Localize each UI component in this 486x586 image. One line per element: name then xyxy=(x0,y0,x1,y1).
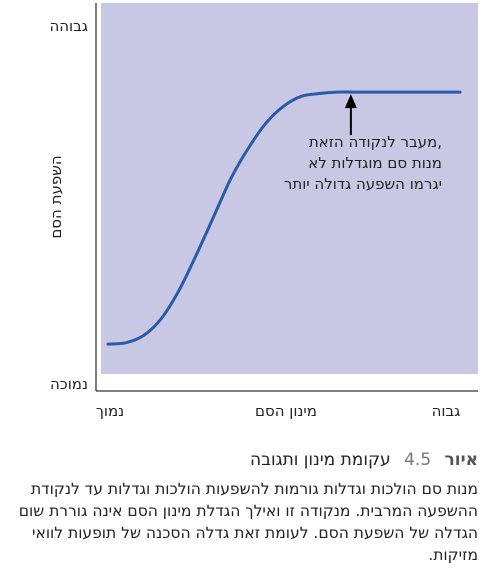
y-tick-label-low: נמוכה xyxy=(50,375,88,393)
figure-caption-text: מנות סם הולכות וגדלות גורמות להשפעות הול… xyxy=(18,480,478,564)
figure-caption-heading: איור 4.5 עקומת מינון ותגובה xyxy=(250,450,478,470)
dose-response-chart: גבוהה נמוכה השפעת הסם נמוך מינון הסם גבו… xyxy=(47,3,478,420)
figure-title: עקומת מינון ותגובה xyxy=(250,450,391,470)
figure-number: 4.5 xyxy=(404,450,432,470)
series-line-0 xyxy=(106,90,462,346)
x-tick-label-low: נמוך xyxy=(96,402,124,420)
plot-background xyxy=(101,3,478,374)
annotation-line-2: מנות סם מוגדלות לא xyxy=(308,154,442,172)
annotation-line-3: יגרמו השפעה גדולה יותר xyxy=(284,175,442,193)
y-tick-label-high: גבוהה xyxy=(49,17,88,35)
annotation-line-1: מעבר לנקודה הזאת, xyxy=(309,133,442,151)
annotation-arrow-head xyxy=(344,94,357,109)
series-layer xyxy=(106,90,462,346)
x-axis-label: מינון הסם xyxy=(255,402,317,420)
annotation: מעבר לנקודה הזאת, מנות סם מוגדלות לא יגר… xyxy=(284,94,442,193)
y-axis-label: השפעת הסם xyxy=(47,155,65,238)
figure-label: איור xyxy=(444,450,478,470)
x-tick-label-high: גבוה xyxy=(432,402,461,420)
